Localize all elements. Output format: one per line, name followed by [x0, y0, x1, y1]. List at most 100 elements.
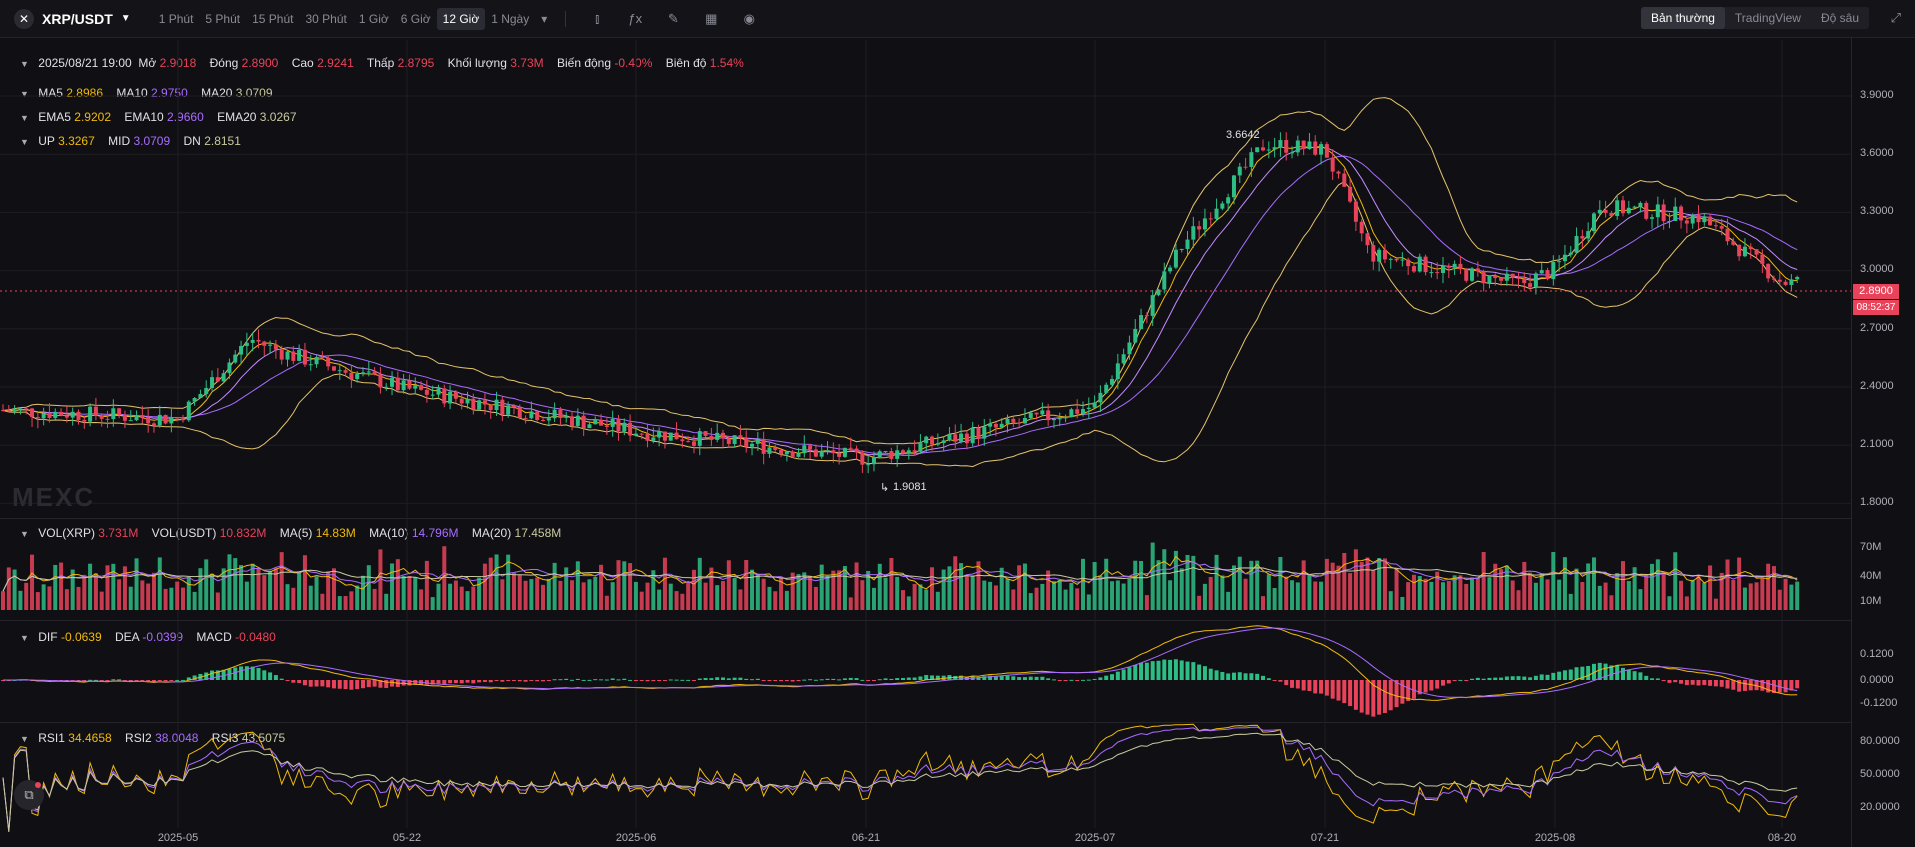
volume-bar	[384, 593, 389, 610]
macd-histogram-bar	[1644, 675, 1649, 680]
candle-body	[1545, 270, 1550, 280]
volume-bar	[482, 563, 487, 610]
macd-legend: ▼ DIF -0.0639 DEA -0.0399 MACD -0.0480	[20, 630, 286, 644]
candle-body	[1539, 270, 1544, 274]
interval-more-icon[interactable]: ▾	[541, 11, 548, 26]
candle-body	[1057, 418, 1062, 420]
pane-divider[interactable]	[0, 620, 1851, 621]
candle-body	[442, 388, 447, 404]
candle-body	[1464, 269, 1469, 281]
candle-body	[1348, 186, 1353, 202]
macd-histogram-bar	[1243, 673, 1248, 680]
candle-body	[1533, 273, 1538, 287]
price-axis[interactable]	[1851, 38, 1915, 847]
volume-bar	[268, 570, 273, 610]
candle-body	[349, 372, 354, 380]
candle-body	[41, 413, 46, 419]
pair-title[interactable]: XRP/USDT	[42, 10, 113, 27]
view-tradingview[interactable]: TradingView	[1734, 11, 1801, 25]
volume-bar	[1365, 557, 1370, 610]
volume-bar	[889, 558, 894, 610]
volume-bar	[1464, 583, 1469, 610]
macd-histogram-bar	[1760, 680, 1765, 691]
macd-histogram-bar	[1458, 679, 1463, 681]
amplitude-label: Biên độ	[665, 56, 707, 70]
vol-legend: ▼ VOL(XRP) 3.731M VOL(USDT) 10.832M MA(5…	[20, 526, 571, 540]
collapse-icon[interactable]: ▼	[20, 59, 29, 69]
candle-body	[1243, 166, 1248, 168]
volume-bar	[691, 569, 696, 610]
candle-body	[1307, 141, 1312, 150]
macd-histogram-bar	[1197, 664, 1202, 680]
volume-bar	[53, 564, 58, 610]
volume-bar	[70, 569, 75, 610]
macd-histogram-bar	[1261, 675, 1265, 680]
layout-icon[interactable]: ▦	[705, 10, 718, 26]
macd-histogram-bar	[175, 679, 180, 681]
interval-1d[interactable]: 1 Ngày	[491, 11, 530, 26]
macd-histogram-bar	[1499, 677, 1504, 680]
interval-5m[interactable]: 5 Phút	[205, 11, 241, 26]
candle-body	[1081, 409, 1085, 414]
interval-1h[interactable]: 1 Giờ	[358, 11, 389, 26]
collapse-icon[interactable]: ▼	[20, 113, 29, 123]
order-float-button[interactable]: ⧉	[14, 780, 44, 810]
interval-30m[interactable]: 30 Phút	[305, 11, 347, 26]
interval-15m[interactable]: 15 Phút	[252, 11, 294, 26]
volume-bar	[738, 589, 743, 610]
pane-divider[interactable]	[0, 722, 1851, 723]
camera-icon[interactable]: ◉	[743, 10, 755, 26]
interval-selector: 1 Phút 5 Phút 15 Phút 30 Phút 1 Giờ 6 Gi…	[153, 7, 554, 30]
candle-body	[1284, 140, 1289, 153]
macd-histogram-bar	[221, 669, 226, 680]
interval-12h[interactable]: 12 Giờ	[436, 7, 486, 30]
collapse-icon[interactable]: ▼	[20, 529, 29, 539]
candle-body	[819, 450, 824, 457]
macd-histogram-bar	[1336, 680, 1341, 701]
volume-bar	[1661, 572, 1666, 610]
volume-bar	[413, 577, 418, 610]
candle-style-icon[interactable]: ⫾	[595, 10, 600, 26]
pane-divider[interactable]	[0, 518, 1851, 519]
macd-histogram-bar	[1086, 679, 1091, 681]
fullscreen-icon[interactable]: ⤢	[1890, 10, 1901, 25]
volume-bar	[715, 585, 720, 610]
volume-bar	[1731, 580, 1736, 610]
macd-histogram-bar	[796, 680, 801, 682]
macd-histogram-bar	[930, 675, 935, 680]
macd-histogram-bar	[912, 677, 917, 680]
draw-icon[interactable]: ✎	[667, 10, 679, 26]
volume-bar	[488, 557, 493, 610]
macd-histogram-bar	[1115, 671, 1120, 680]
candle-body	[1185, 239, 1190, 249]
macd-histogram-bar	[1359, 680, 1364, 713]
macd-histogram-bar	[877, 679, 882, 681]
candle-body	[343, 370, 348, 373]
volume-bar	[30, 554, 35, 610]
candle-body	[279, 349, 284, 360]
collapse-icon[interactable]: ▼	[20, 633, 29, 643]
volume-bar	[1040, 583, 1045, 610]
collapse-icon[interactable]: ▼	[20, 89, 29, 99]
macd-histogram-bar	[726, 678, 731, 680]
volume-bar	[564, 567, 569, 610]
view-basic[interactable]: Bản thường	[1640, 7, 1725, 29]
collapse-icon[interactable]: ▼	[20, 734, 29, 744]
volume-bar	[883, 577, 888, 610]
time-tick: 2025-08	[1534, 832, 1576, 844]
candle-body	[1295, 140, 1300, 153]
macd-histogram-bar	[1319, 680, 1324, 694]
pair-dropdown-icon[interactable]: ▼	[120, 13, 131, 24]
candle-body	[1742, 246, 1747, 257]
candle-body	[1702, 216, 1707, 223]
formula-icon[interactable]: ƒx	[628, 11, 643, 26]
interval-1m[interactable]: 1 Phút	[158, 11, 194, 26]
candle-body	[732, 435, 737, 444]
candle-body	[1400, 259, 1405, 261]
macd-histogram-bar	[860, 679, 865, 681]
interval-6h[interactable]: 6 Giờ	[400, 11, 431, 26]
view-depth[interactable]: Độ sâu	[1820, 11, 1859, 25]
collapse-icon[interactable]: ▼	[20, 137, 29, 147]
candle-body	[1202, 218, 1207, 230]
